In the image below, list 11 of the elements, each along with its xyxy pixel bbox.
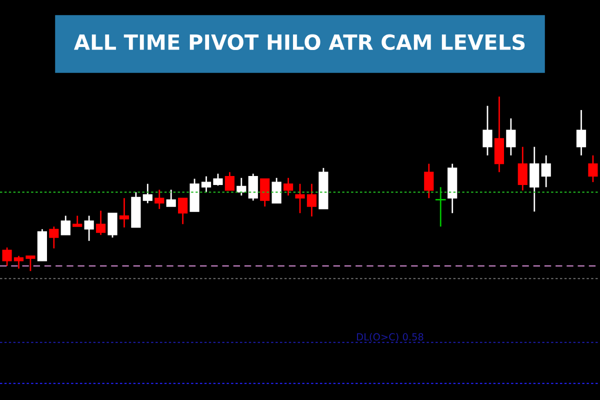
candlestick [2, 246, 12, 267]
candlestick [435, 186, 446, 228]
chart-title: ALL TIME PIVOT HILO ATR CAM LEVELS [74, 34, 525, 50]
candlestick [108, 212, 118, 238]
candlestick [213, 173, 223, 186]
candlestick [295, 183, 305, 214]
ref-line-label: DL(O>C) 0.58 [357, 333, 424, 342]
candlestick [482, 105, 492, 156]
candlestick [190, 178, 200, 212]
candlestick [26, 255, 36, 272]
candlestick [588, 154, 598, 183]
